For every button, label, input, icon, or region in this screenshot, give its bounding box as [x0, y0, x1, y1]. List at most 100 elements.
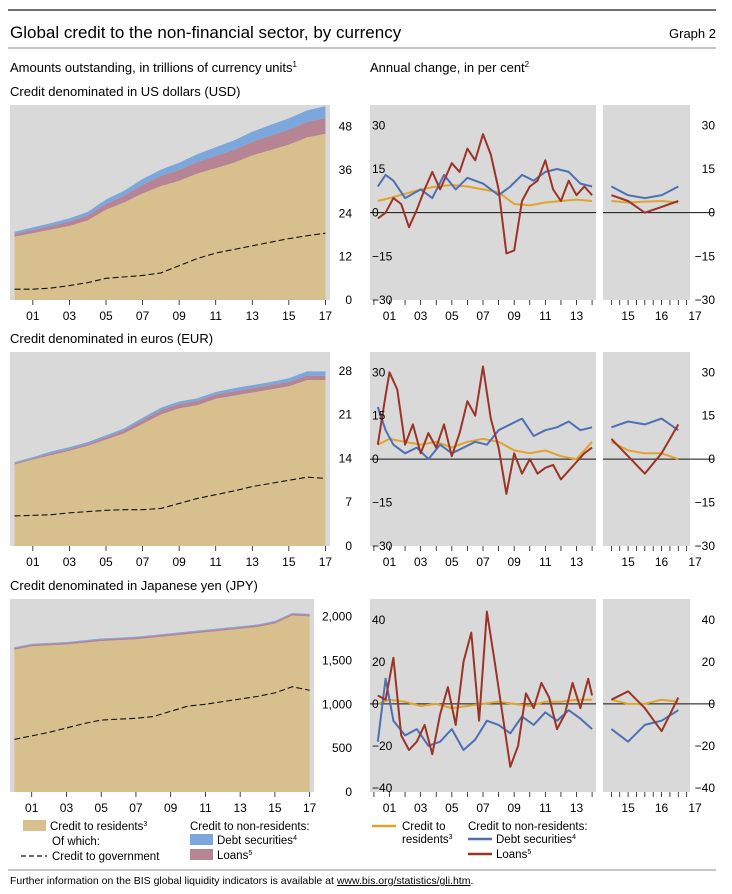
jpy-growth-residents-line: [377, 698, 593, 710]
eur-x-tick-7: 15: [282, 555, 296, 569]
usd-loans-area: [14, 118, 326, 237]
jpy-growth-x-tick-5: 11: [539, 801, 552, 815]
jpy-x-tick-5: 11: [199, 801, 212, 815]
legend-debt-r-label: Debt securities4: [496, 834, 576, 846]
eur-growth-loans-line: [376, 365, 593, 495]
usd-x-tick-2: 05: [99, 309, 113, 323]
jpy-growth-x-tick-1: 03: [414, 801, 428, 815]
legend-government-label: Credit to government: [52, 851, 160, 863]
jpy-growth-y-tick-left-2: 0: [372, 697, 379, 711]
jpy-growth-recent-x-tick-1: 16: [655, 801, 669, 815]
eur-debt-securities-area: [14, 371, 326, 464]
legend-residents-r1: Credit to: [402, 821, 445, 833]
eur-government-line: [14, 476, 326, 517]
jpy-growth-recent-y-tick-right-1: −20: [695, 739, 716, 753]
usd-growth-debt-securities-line: [376, 168, 593, 200]
usd-y-tick-3: 36: [339, 163, 353, 177]
jpy-growth-recent-residents-line: [611, 698, 679, 705]
jpy-x-tick-3: 07: [129, 801, 143, 815]
jpy-residents-area: [14, 615, 310, 792]
legend-debt-swatch: [190, 834, 213, 845]
usd-x-tick-8: 17: [319, 309, 333, 323]
eur-growth-x-tick-0: 01: [383, 555, 397, 569]
usd-growth-y-tick-left-1: −15: [372, 249, 393, 263]
eur-x-tick-0: 01: [26, 555, 40, 569]
usd-growth-residents-line: [377, 184, 593, 207]
usd-y-tick-0: 0: [345, 293, 352, 307]
jpy-growth-recent-y-tick-right-2: 0: [708, 697, 715, 711]
usd-x-tick-1: 03: [63, 309, 77, 323]
usd-growth-x-tick-2: 05: [445, 309, 459, 323]
jpy-growth-panel: [370, 599, 596, 792]
jpy-growth-recent-debt-securities-line: [610, 709, 679, 743]
jpy-growth-recent-y-tick-right-0: −40: [695, 781, 716, 795]
usd-growth-recent-x-tick-2: 17: [688, 309, 702, 323]
legend-loans-r-label: Loans5: [496, 849, 531, 861]
usd-x-tick-3: 07: [136, 309, 150, 323]
eur-y-tick-3: 21: [339, 408, 353, 422]
eur-growth-x-tick-6: 13: [570, 555, 584, 569]
legend-residents-swatch: [23, 820, 46, 831]
jpy-growth-recent-y-tick-right-4: 40: [702, 613, 716, 627]
usd-growth-recent-x-tick-0: 15: [621, 309, 635, 323]
usd-y-tick-2: 24: [339, 206, 353, 220]
eur-growth-panel: [370, 352, 596, 546]
usd-y-tick-1: 12: [339, 250, 353, 264]
eur-growth-recent-loans-line: [610, 423, 680, 475]
jpy-x-tick-4: 09: [164, 801, 178, 815]
legend-residents-r2: residents3: [402, 834, 453, 846]
usd-debt-securities-area: [14, 106, 326, 234]
graph-number: Graph 2: [669, 26, 716, 41]
jpy-y-tick-2: 1,000: [322, 697, 352, 711]
eur-growth-recent-y-tick-right-1: −15: [695, 496, 716, 510]
jpy-y-tick-0: 0: [345, 785, 352, 799]
eur-growth-y-tick-left-3: 15: [372, 409, 386, 423]
eur-growth-x-tick-4: 09: [507, 555, 521, 569]
eur-growth-y-tick-left-1: −15: [372, 496, 393, 510]
eur-growth-recent-x-tick-0: 15: [621, 555, 635, 569]
eur-growth-recent-panel: [603, 352, 690, 546]
eur-x-tick-3: 07: [136, 555, 150, 569]
eur-growth-x-tick-2: 05: [445, 555, 459, 569]
eur-growth-x-tick-3: 07: [476, 555, 490, 569]
jpy-growth-recent-y-tick-right-3: 20: [702, 655, 716, 669]
eur-y-tick-4: 28: [339, 364, 353, 378]
jpy-growth-y-tick-left-0: −40: [372, 781, 393, 795]
usd-growth-x-tick-6: 13: [570, 309, 584, 323]
jpy-y-tick-3: 1,500: [322, 653, 352, 667]
usd-x-tick-5: 11: [209, 309, 222, 323]
usd-growth-x-tick-5: 11: [539, 309, 552, 323]
usd-growth-x-tick-4: 09: [507, 309, 521, 323]
usd-growth-y-tick-left-3: 15: [372, 162, 386, 176]
left-heading: Amounts outstanding, in trillions of cur…: [10, 60, 298, 75]
graph-title: Global credit to the non-financial secto…: [10, 23, 402, 42]
usd-growth-recent-y-tick-right-0: −30: [695, 293, 716, 307]
eur-growth-recent-residents-line: [610, 440, 679, 461]
eur-y-tick-0: 0: [345, 539, 352, 553]
eur-y-tick-2: 14: [339, 451, 353, 465]
legend-debt-label: Debt securities4: [217, 835, 297, 847]
jpy-growth-loans-line: [377, 610, 594, 768]
eur-x-tick-8: 17: [319, 555, 333, 569]
usd-government-line: [14, 232, 326, 290]
jpy-loans-area: [14, 613, 310, 650]
usd-growth-recent-y-tick-right-2: 0: [708, 206, 715, 220]
eur-y-tick-1: 7: [345, 495, 352, 509]
usd-x-tick-4: 09: [172, 309, 186, 323]
eur-growth-x-tick-1: 03: [414, 555, 428, 569]
eur-growth-y-tick-left-2: 0: [372, 452, 379, 466]
jpy-growth-x-tick-3: 07: [476, 801, 490, 815]
usd-growth-recent-loans-line: [611, 194, 679, 214]
usd-x-tick-0: 01: [26, 309, 40, 323]
usd-residents-area: [14, 133, 326, 300]
legend-loans-swatch: [190, 849, 213, 860]
eur-residents-area: [14, 380, 326, 546]
eur-x-tick-2: 05: [99, 555, 113, 569]
legend: Credit to residents3 Of which: Credit to…: [21, 820, 588, 863]
jpy-growth-y-tick-left-4: 40: [372, 613, 386, 627]
usd-growth-recent-residents-line: [611, 200, 679, 204]
footer-link[interactable]: www.bis.org/statistics/gli.htm: [336, 875, 471, 887]
eur-x-tick-1: 03: [63, 555, 77, 569]
